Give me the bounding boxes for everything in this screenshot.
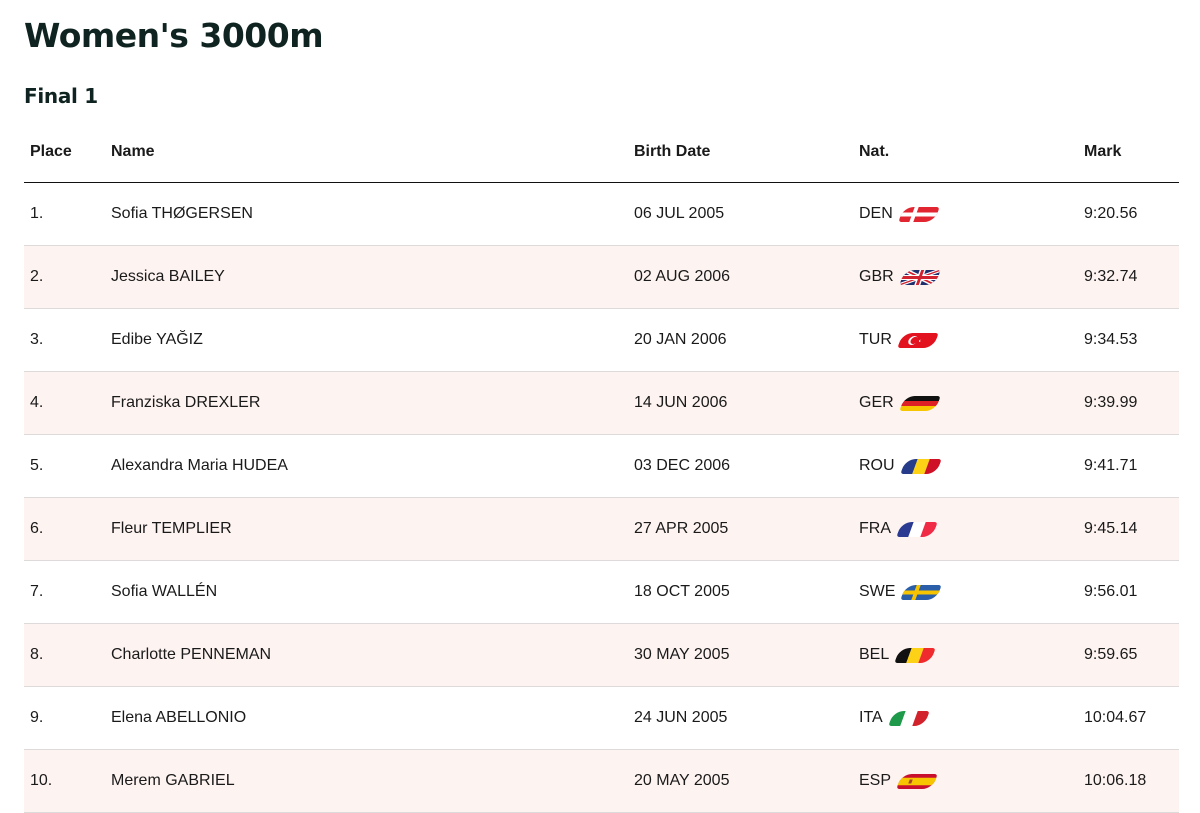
nat-code: TUR — [859, 331, 892, 348]
header-mark: Mark — [1084, 143, 1122, 160]
flag-den-icon — [898, 206, 940, 222]
flag-esp-icon — [896, 773, 938, 789]
athlete-name[interactable]: Alexandra Maria HUDEA — [111, 457, 288, 474]
athlete-name[interactable]: Elena ABELLONIO — [111, 709, 247, 726]
place: 5. — [30, 457, 44, 474]
place: 9. — [30, 709, 44, 726]
athlete-name[interactable]: Franziska DREXLER — [111, 394, 261, 411]
table-header: Place Name Birth Date Nat. Mark — [24, 122, 1179, 183]
mark: 9:32.74 — [1084, 268, 1138, 285]
mark: 9:56.01 — [1084, 583, 1138, 600]
nat-code: GBR — [859, 268, 894, 285]
nationality: ESP — [859, 772, 1084, 790]
nationality: TUR — [859, 331, 1084, 349]
flag-fra-icon — [896, 521, 938, 537]
place: 2. — [30, 268, 44, 285]
mark: 9:59.65 — [1084, 646, 1138, 663]
mark: 9:20.56 — [1084, 205, 1138, 222]
table-row: 7. Sofia WALLÉN 18 OCT 2005 SWE 9:56.01 — [24, 561, 1179, 624]
race-subtitle: Final 1 — [24, 84, 98, 108]
birth-date: 02 AUG 2006 — [634, 268, 731, 285]
flag-swe-icon — [900, 584, 943, 600]
nationality: GER — [859, 394, 1084, 412]
flag-ita-icon — [887, 710, 930, 726]
mark: 10:06.18 — [1084, 772, 1147, 789]
athlete-name[interactable]: Edibe YAĞIZ — [111, 331, 203, 348]
birth-date: 03 DEC 2006 — [634, 457, 731, 474]
birth-date: 14 JUN 2006 — [634, 394, 728, 411]
birth-date: 20 JAN 2006 — [634, 331, 727, 348]
header-name: Name — [111, 143, 155, 160]
mark: 9:39.99 — [1084, 394, 1138, 411]
place: 1. — [30, 205, 44, 222]
table-row: 6. Fleur TEMPLIER 27 APR 2005 FRA 9:45.1… — [24, 498, 1179, 561]
mark: 9:45.14 — [1084, 520, 1138, 537]
athlete-name[interactable]: Charlotte PENNEMAN — [111, 646, 272, 663]
flag-bel-icon — [894, 647, 936, 663]
place: 6. — [30, 520, 44, 537]
header-place: Place — [30, 143, 72, 160]
nat-code: ESP — [859, 772, 892, 789]
flag-tur-icon — [897, 332, 939, 348]
flag-ger-icon — [898, 395, 941, 411]
table-row: 2. Jessica BAILEY 02 AUG 2006 GBR 9:32.7… — [24, 246, 1179, 309]
mark: 10:04.67 — [1084, 709, 1147, 726]
results-table: Place Name Birth Date Nat. Mark 1. Sofia… — [24, 122, 1179, 813]
header-birth-date: Birth Date — [634, 143, 711, 160]
table-row: 9. Elena ABELLONIO 24 JUN 2005 ITA 10:04… — [24, 687, 1179, 750]
nat-code: DEN — [859, 205, 893, 222]
table-row: 3. Edibe YAĞIZ 20 JAN 2006 TUR 9:34.53 — [24, 309, 1179, 372]
nat-code: GER — [859, 394, 894, 411]
birth-date: 06 JUL 2005 — [634, 205, 725, 222]
flag-rou-icon — [899, 458, 942, 474]
table-row: 1. Sofia THØGERSEN 06 JUL 2005 DEN 9:20.… — [24, 183, 1179, 246]
table-row: 10. Merem GABRIEL 20 MAY 2005 ESP 10:06.… — [24, 750, 1179, 813]
header-nat: Nat. — [859, 143, 890, 160]
nationality: SWE — [859, 583, 1084, 601]
birth-date: 18 OCT 2005 — [634, 583, 730, 600]
nat-code: SWE — [859, 583, 896, 600]
page-title: Women's 3000m — [24, 16, 324, 55]
place: 8. — [30, 646, 44, 663]
place: 3. — [30, 331, 44, 348]
birth-date: 30 MAY 2005 — [634, 646, 730, 663]
nationality: ITA — [859, 709, 1084, 727]
athlete-name[interactable]: Fleur TEMPLIER — [111, 520, 232, 537]
athlete-name[interactable]: Jessica BAILEY — [111, 268, 225, 285]
nationality: GBR — [859, 268, 1084, 286]
nationality: DEN — [859, 205, 1084, 223]
athlete-name[interactable]: Merem GABRIEL — [111, 772, 235, 789]
athlete-name[interactable]: Sofia WALLÉN — [111, 583, 218, 600]
place: 7. — [30, 583, 44, 600]
table-row: 8. Charlotte PENNEMAN 30 MAY 2005 BEL 9:… — [24, 624, 1179, 687]
nationality: BEL — [859, 646, 1084, 664]
nat-code: ROU — [859, 457, 895, 474]
nat-code: ITA — [859, 709, 883, 726]
mark: 9:41.71 — [1084, 457, 1138, 474]
nat-code: BEL — [859, 646, 890, 663]
flag-gbr-icon — [898, 269, 941, 285]
place: 10. — [30, 772, 53, 789]
table-row: 5. Alexandra Maria HUDEA 03 DEC 2006 ROU… — [24, 435, 1179, 498]
nationality: ROU — [859, 457, 1084, 475]
birth-date: 20 MAY 2005 — [634, 772, 730, 789]
athlete-name[interactable]: Sofia THØGERSEN — [111, 205, 253, 222]
place: 4. — [30, 394, 44, 411]
birth-date: 27 APR 2005 — [634, 520, 729, 537]
mark: 9:34.53 — [1084, 331, 1138, 348]
nationality: FRA — [859, 520, 1084, 538]
table-row: 4. Franziska DREXLER 14 JUN 2006 GER 9:3… — [24, 372, 1179, 435]
birth-date: 24 JUN 2005 — [634, 709, 728, 726]
nat-code: FRA — [859, 520, 891, 537]
